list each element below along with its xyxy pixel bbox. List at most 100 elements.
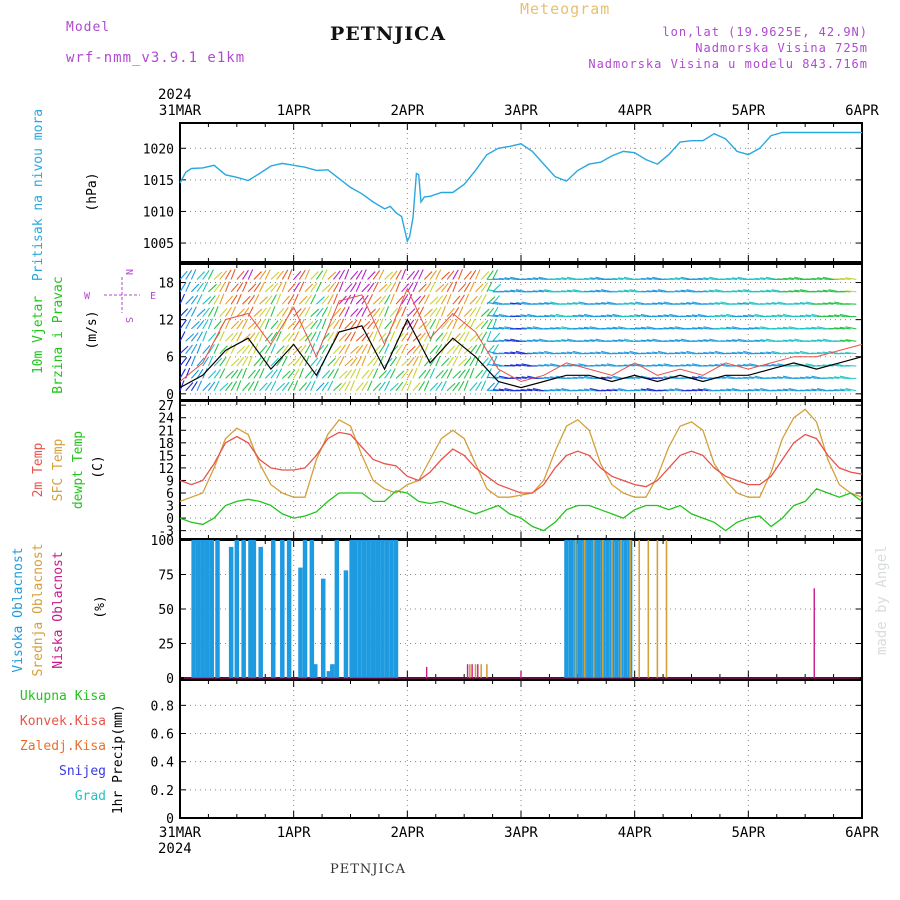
temp-ylabel-sfc: SFC Temp [51,439,66,502]
wind-barb [771,389,783,392]
wind-barb [606,278,618,281]
wind-barb [452,355,459,367]
wind-barb [527,339,539,342]
wind-barb [361,269,367,280]
wind-barb [828,302,840,305]
wind-barb [350,368,357,379]
wind-barb [179,357,188,367]
wind-barb [253,319,262,330]
wind-barb [293,270,302,280]
wind-barb [743,389,755,392]
wind-barb [720,278,732,281]
wind-barb [219,356,227,367]
wind-barb [202,307,211,317]
wind-barb [492,269,499,280]
wind-barb [435,370,444,379]
wind-barb [190,343,198,354]
cloud-bar-high [309,540,315,678]
wind-barb [663,389,675,392]
wind-barb [355,295,365,305]
wind-barb [367,319,375,330]
top-date-label: 3APR [504,103,538,119]
wind-barb [418,381,426,392]
wind-barb [225,295,234,305]
wind-barb [544,389,556,392]
wind-barb [777,340,789,342]
wind-barb [458,320,467,330]
wind-barb [372,281,379,293]
wind-barb [498,388,510,392]
wind-barb [788,352,800,355]
wind-barb [236,331,243,342]
wind-barb [361,332,370,342]
precip-legend-item: Grad [75,789,106,804]
wind-barb [406,357,415,367]
wind-barb [737,315,749,318]
wind-barb [532,290,544,293]
wind-barb [538,302,550,305]
wind-barb [799,302,811,305]
wind-barb [270,343,276,354]
wind-barb [304,321,314,330]
wind-barb [406,308,416,317]
wind-barb [213,343,220,354]
wind-barb [315,319,323,330]
wind-barb [361,369,370,379]
wind-barb [225,332,234,342]
wind-barb [281,295,290,305]
wind-barb [760,290,772,293]
wind-barb [748,389,760,392]
wind-barb [406,345,416,355]
wind-barb [384,380,391,391]
wind-barb [429,281,436,293]
wind-barb [600,302,613,305]
wind-barb [720,389,732,392]
wind-barb [378,306,385,317]
wind-barb [544,327,556,330]
wind-barb [703,290,715,293]
precipitation-ytick-label: 0.8 [151,699,174,714]
wind-barb [652,289,664,293]
wind-barb [213,282,222,293]
wind-barb [652,377,664,379]
wind-barb [270,331,278,342]
wind-barb [264,283,274,293]
wind-barb [777,278,789,281]
wind-barb [657,314,669,318]
wind-barb [703,364,715,367]
wind-barb [538,377,550,379]
wind-barb [270,271,280,280]
wind-barb [213,271,223,280]
wind-barb [281,281,287,293]
wind-barb [748,278,760,281]
wind-barb [389,331,396,342]
wind-barb [845,364,857,367]
temp-ylabel-2m: 2m Temp [31,442,46,497]
wind-barb [185,333,195,342]
wind-barb [839,277,851,281]
cloud-bar-low [813,588,815,678]
wind-barb [412,281,419,293]
wind-barb [504,364,516,367]
wind-barb [264,318,270,330]
wind-barb [429,368,436,379]
wind-barb [686,389,698,392]
lonlat-label: lon,lat (19.9625E, 42.9N) [662,25,868,39]
wind-barb [708,351,720,355]
wind-barb [612,339,624,342]
wind-barb [458,332,466,342]
wind-barb [629,376,641,379]
wind-barb [332,319,340,330]
wind-barb [457,269,463,280]
wind-barb [583,352,595,355]
station-title: PETNJICA [330,23,447,45]
wind-barb [287,269,293,280]
wind-barb [788,277,800,280]
wind-barb [486,270,494,280]
cloud-bar-high [270,540,276,678]
wind-barb [765,351,777,355]
wind-barb [833,327,846,330]
wind-barb [202,356,210,367]
wind-barb [475,306,482,317]
wind-barb [504,277,516,280]
